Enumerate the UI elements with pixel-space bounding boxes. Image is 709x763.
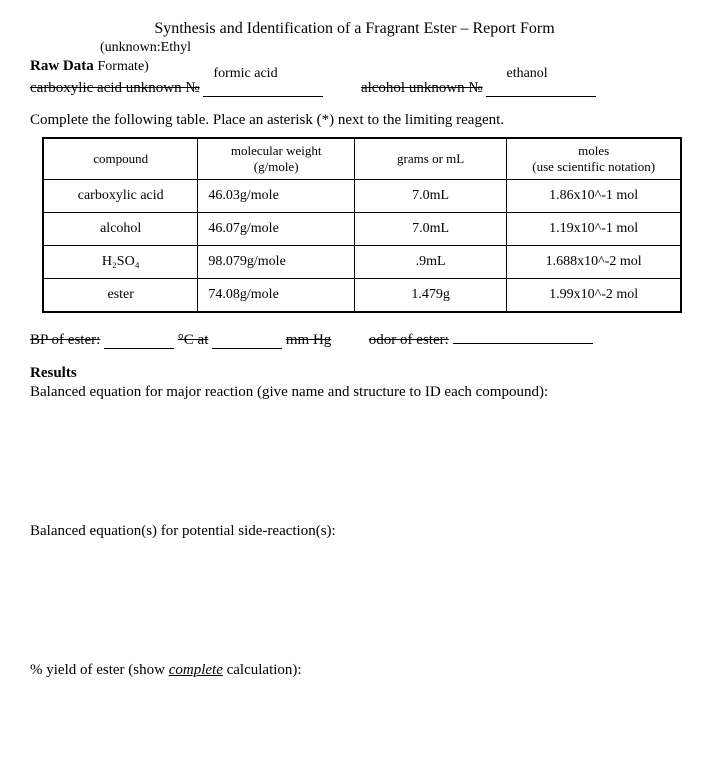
formate-note: Formate) (98, 59, 149, 75)
blank-space (30, 401, 679, 521)
table-row: alcohol 46.07g/mole 7.0mL 1.19x10^-1 mol (43, 213, 681, 246)
col-compound: compound (43, 138, 198, 180)
cell-mol: 1.688x10^-2 mol (507, 246, 681, 279)
results-heading: Results (30, 365, 679, 382)
cell-mol: 1.99x10^-2 mol (507, 279, 681, 313)
yield-prefix: % yield of ester (show (30, 662, 169, 678)
ethanol-fill: ethanol (506, 66, 547, 82)
cat-blank (212, 334, 282, 349)
col-moles-line2: (use scientific notation) (532, 159, 655, 174)
cell-mol: 1.19x10^-1 mol (507, 213, 681, 246)
yield-text: % yield of ester (show complete calculat… (30, 662, 679, 679)
cell-compound: H₂SO₄ (43, 246, 198, 279)
acid-blank-line (203, 82, 323, 97)
unknown-note: (unknown:Ethyl (100, 40, 679, 56)
col-amount: grams or mL (354, 138, 506, 180)
page-title: Synthesis and Identification of a Fragra… (30, 20, 679, 38)
data-table: compound molecular weight (g/mole) grams… (42, 137, 682, 313)
bp-blank (104, 334, 174, 349)
alcohol-blank-line (486, 82, 596, 97)
col-mw: molecular weight (g/mole) (198, 138, 355, 180)
c-at-strike: °C at (178, 332, 209, 349)
blank-space (30, 540, 679, 660)
table-row: carboxylic acid 46.03g/mole 7.0mL 1.86x1… (43, 180, 681, 213)
odor-strike: odor of ester: (369, 332, 449, 349)
yield-suffix: calculation): (223, 662, 302, 678)
table-row: H₂SO₄ 98.079g/mole .9mL 1.688x10^-2 mol (43, 246, 681, 279)
cell-amt: 1.479g (354, 279, 506, 313)
col-mw-line1: molecular weight (231, 143, 322, 158)
bp-line: BP of ester: °C at mm Hg odor of ester: (30, 331, 679, 349)
alcohol-unknown-strike: alcohol unknown № (361, 80, 483, 96)
col-moles-line1: moles (578, 143, 609, 158)
carboxylic-unknown-strike: carboxylic acid unknown № (30, 80, 200, 96)
raw-data-line: Raw Data Formate) (30, 58, 679, 80)
yield-underline: complete (169, 662, 223, 678)
side-reaction-text: Balanced equation(s) for potential side-… (30, 523, 679, 540)
cell-amt: .9mL (354, 246, 506, 279)
cell-mw: 74.08g/mole (198, 279, 355, 313)
table-header-row: compound molecular weight (g/mole) grams… (43, 138, 681, 180)
odor-blank (453, 331, 593, 344)
cell-amt: 7.0mL (354, 180, 506, 213)
cell-mol: 1.86x10^-1 mol (507, 180, 681, 213)
cell-amt: 7.0mL (354, 213, 506, 246)
cell-compound: alcohol (43, 213, 198, 246)
bp-ester-strike: BP of ester: (30, 332, 100, 349)
results-text: Balanced equation for major reaction (gi… (30, 384, 679, 401)
formic-acid-fill: formic acid (213, 66, 277, 82)
cell-compound: ester (43, 279, 198, 313)
table-instruction: Complete the following table. Place an a… (30, 112, 679, 129)
col-mw-line2: (g/mole) (254, 159, 299, 174)
cell-mw: 46.03g/mole (198, 180, 355, 213)
unknown-fill-line: carboxylic acid unknown № formic acid al… (30, 80, 679, 104)
col-moles: moles (use scientific notation) (507, 138, 681, 180)
cell-mw: 46.07g/mole (198, 213, 355, 246)
cell-mw: 98.079g/mole (198, 246, 355, 279)
raw-data-label: Raw Data (30, 58, 94, 75)
mmhg-strike: mm Hg (286, 332, 331, 349)
table-row: ester 74.08g/mole 1.479g 1.99x10^-2 mol (43, 279, 681, 313)
cell-compound: carboxylic acid (43, 180, 198, 213)
